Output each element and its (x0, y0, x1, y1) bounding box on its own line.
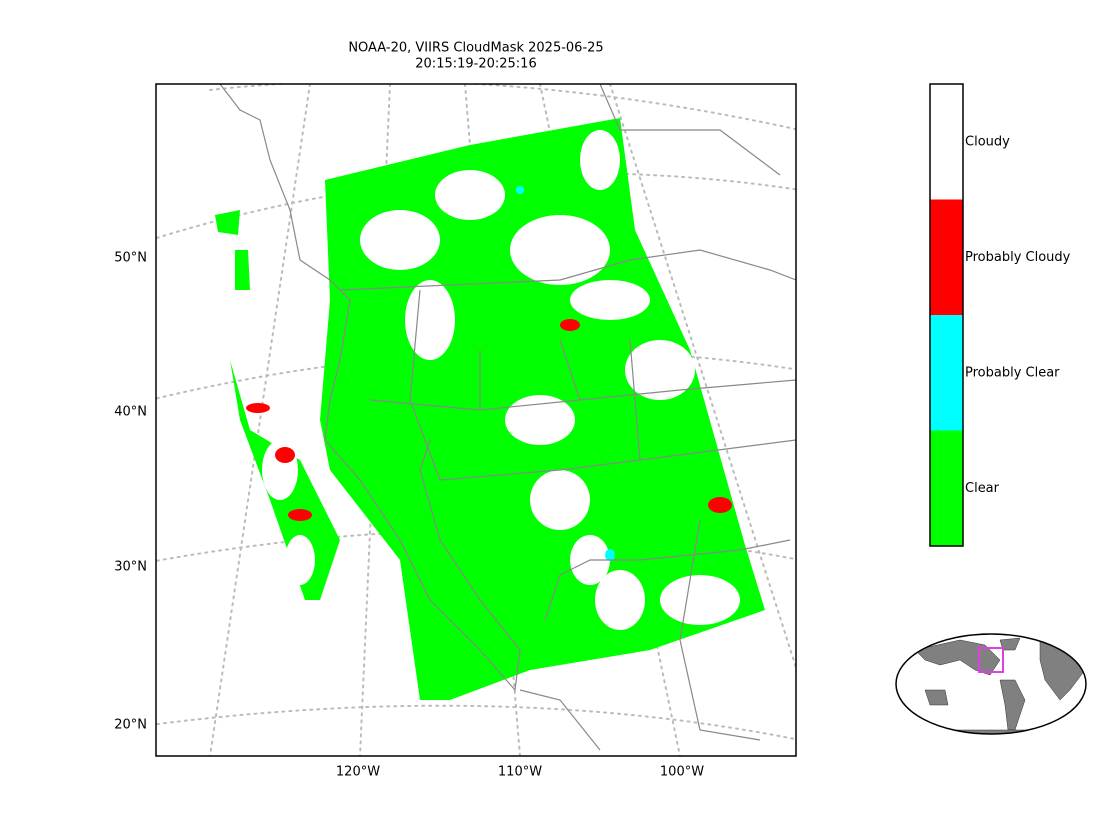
swath-patch (570, 280, 650, 320)
inset-globe (895, 633, 1087, 735)
swath-patch (285, 535, 315, 585)
latitude-label: 20°N (114, 718, 147, 733)
swath-patch (580, 130, 620, 190)
swath-patch (595, 570, 645, 630)
swath-patch (246, 403, 270, 413)
swath-patch (235, 250, 250, 290)
colorbar-segment (930, 199, 963, 315)
axis-labels: 50°N 40°N 30°N 20°N 120°W 110°W 100°W (114, 251, 704, 780)
graticule-line (609, 84, 796, 671)
region-box (978, 647, 1004, 673)
longitude-label: 120°W (336, 765, 380, 780)
longitude-label: 100°W (660, 765, 704, 780)
swath-patch (660, 575, 740, 625)
swath-patch (625, 340, 695, 400)
coastline (519, 539, 791, 751)
colorbar-segment (930, 430, 963, 546)
colorbar-label: Probably Cloudy (965, 250, 1071, 265)
swath-patch (530, 470, 590, 530)
colorbar-segment (930, 84, 963, 200)
swath-patch (215, 210, 240, 235)
swath-patch (605, 549, 615, 561)
swath-patch (405, 280, 455, 360)
swath-patch (516, 186, 524, 194)
map-frame (155, 83, 797, 757)
title: NOAA-20, VIIRS CloudMask 2025-06-25 (348, 41, 603, 56)
latitude-label: 40°N (114, 405, 147, 420)
coastline (599, 84, 781, 176)
globe-outline (895, 633, 1087, 735)
graticule-line (209, 84, 796, 131)
swath-patch (435, 170, 505, 220)
colorbar: Cloudy Probably Cloudy Probably Clear Clear (930, 84, 1071, 546)
coastline (219, 84, 521, 692)
graticule-line (209, 84, 311, 756)
coastline (409, 289, 761, 741)
colorbar-label: Probably Clear (965, 365, 1060, 380)
swath (215, 118, 765, 700)
map (156, 84, 796, 756)
coastlines (219, 84, 796, 751)
swath-patch (560, 319, 580, 331)
subtitle: 20:15:19-20:25:16 (415, 57, 536, 72)
colorbar-label: Clear (965, 481, 1000, 496)
latitude-label: 50°N (114, 251, 147, 266)
colorbar-segment (930, 315, 963, 431)
swath-patch (360, 210, 440, 270)
coastline (339, 249, 796, 291)
swath-patch (510, 215, 610, 285)
colorbar-label: Cloudy (965, 134, 1010, 149)
colorbar-frame (929, 83, 964, 547)
swath-patch (708, 497, 732, 513)
swath-patch (505, 395, 575, 445)
swath-patch (288, 509, 312, 521)
swath-patch (275, 447, 295, 463)
graticule-line (156, 704, 796, 741)
latitude-label: 30°N (114, 560, 147, 575)
longitude-label: 110°W (498, 765, 542, 780)
